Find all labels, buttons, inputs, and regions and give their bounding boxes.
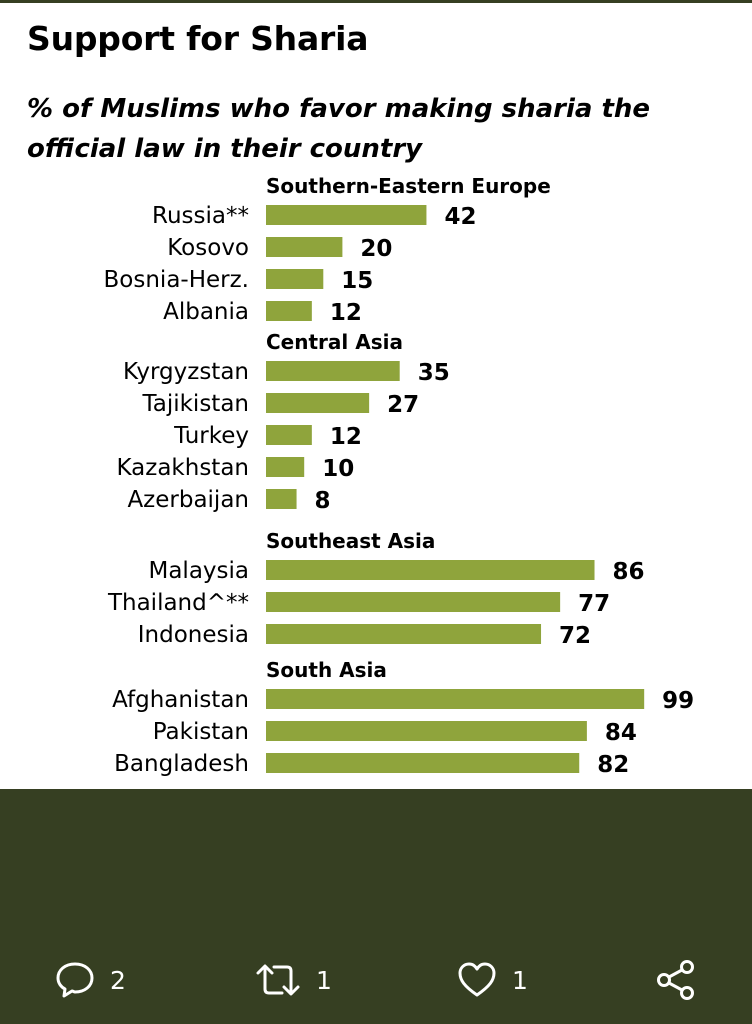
bar-indonesia — [266, 624, 542, 644]
category-label-bosnia-herz: Bosnia-Herz. — [104, 267, 249, 293]
value-label-afghanistan: 99 — [662, 688, 694, 714]
category-label-kazakhstan: Kazakhstan — [116, 455, 249, 481]
value-label-bosnia-herz: 15 — [341, 268, 373, 294]
retweet-icon — [254, 959, 302, 1001]
bar-afghanistan — [266, 689, 645, 709]
bar-kazakhstan — [266, 457, 305, 477]
value-label-thailand: 77 — [578, 591, 610, 617]
category-label-albania: Albania — [163, 299, 249, 325]
value-label-kazakhstan: 10 — [322, 456, 354, 482]
value-label-malaysia: 86 — [613, 559, 645, 585]
category-label-azerbaijan: Azerbaijan — [127, 487, 249, 513]
chart-title: Support for Sharia — [27, 19, 369, 58]
value-label-russia: 42 — [444, 204, 476, 230]
value-label-azerbaijan: 8 — [315, 488, 331, 514]
category-label-pakistan: Pakistan — [153, 719, 249, 745]
chart-subtitle: % of Muslims who favor making sharia the… — [27, 94, 651, 164]
value-label-indonesia: 72 — [559, 623, 591, 649]
group-header-central-asia: Central Asia — [266, 330, 403, 354]
value-label-tajikistan: 27 — [387, 392, 419, 418]
bar-tajikistan — [266, 393, 370, 413]
category-label-afghanistan: Afghanistan — [112, 687, 249, 713]
reply-bubble-icon — [54, 959, 96, 1001]
share-button[interactable] — [654, 958, 698, 1002]
value-label-albania: 12 — [330, 300, 362, 326]
category-label-indonesia: Indonesia — [138, 622, 249, 648]
bar-malaysia — [266, 560, 595, 580]
category-label-turkey: Turkey — [173, 423, 249, 449]
category-label-kyrgyzstan: Kyrgyzstan — [123, 359, 249, 385]
reply-count: 2 — [110, 965, 126, 995]
category-label-russia: Russia** — [152, 203, 249, 229]
retweet-count: 1 — [316, 965, 332, 995]
bar-bangladesh — [266, 753, 580, 773]
bar-turkey — [266, 425, 312, 445]
reply-button[interactable]: 2 — [54, 958, 126, 1002]
category-label-kosovo: Kosovo — [167, 235, 249, 261]
like-button[interactable]: 1 — [456, 958, 528, 1002]
bar-bosnia-herz — [266, 269, 324, 289]
share-icon — [654, 958, 698, 1002]
group-header-southeast-asia: Southeast Asia — [266, 529, 435, 553]
tweet-action-bar: 2 1 1 — [0, 940, 752, 1020]
group-header-southern-eastern-europe: Southern-Eastern Europe — [266, 174, 551, 198]
bar-thailand — [266, 592, 561, 612]
bar-pakistan — [266, 721, 587, 741]
bar-azerbaijan — [266, 489, 297, 509]
like-count: 1 — [512, 965, 528, 995]
value-label-kosovo: 20 — [360, 236, 392, 262]
top-strip — [0, 0, 752, 3]
heart-icon — [456, 959, 498, 1001]
category-label-bangladesh: Bangladesh — [114, 751, 249, 777]
category-label-thailand: Thailand^** — [107, 590, 249, 616]
tweet-image-card[interactable]: Support for Sharia % of Muslims who favo… — [0, 3, 752, 789]
category-label-tajikistan: Tajikistan — [142, 391, 250, 417]
value-label-kyrgyzstan: 35 — [418, 360, 450, 386]
value-label-pakistan: 84 — [605, 720, 637, 746]
value-label-turkey: 12 — [330, 424, 362, 450]
bar-russia — [266, 205, 427, 225]
retweet-button[interactable]: 1 — [254, 958, 332, 1002]
value-label-bangladesh: 82 — [597, 752, 629, 778]
bar-kyrgyzstan — [266, 361, 400, 381]
group-header-south-asia: South Asia — [266, 658, 387, 682]
bar-chart: Southern-Eastern Europe Russia** 42 Kosovo 2… — [104, 174, 695, 778]
category-label-malaysia: Malaysia — [148, 558, 249, 584]
bar-albania — [266, 301, 312, 321]
bar-kosovo — [266, 237, 343, 257]
